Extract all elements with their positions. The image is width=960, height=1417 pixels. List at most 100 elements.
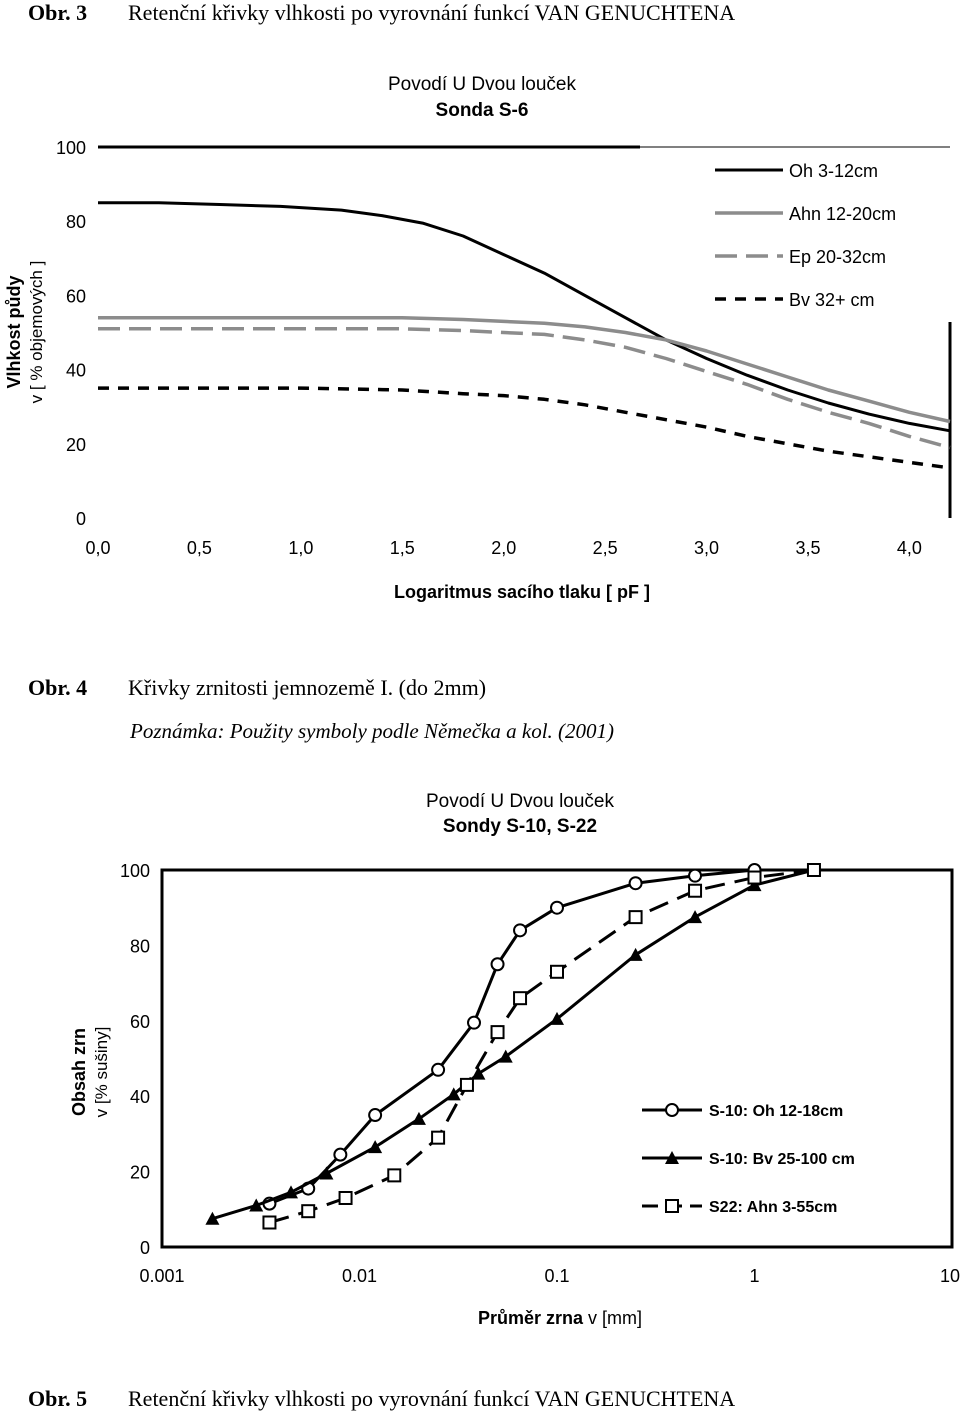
chart2-data-point	[301, 1204, 316, 1219]
chart1-legend-label: Ahn 12-20cm	[789, 204, 896, 224]
chart2-data-point	[368, 1108, 383, 1123]
chart2-xtick-label: 0.001	[139, 1266, 184, 1286]
chart1-series-line-3	[98, 327, 951, 450]
chart2-y-axis-unit: v [% sušiny]	[92, 1027, 111, 1118]
chart1-series-line-1	[98, 201, 951, 433]
chart2-data-point	[688, 883, 703, 898]
chart1-ytick-label: 80	[66, 212, 86, 232]
chart2-xtick-label: 0.1	[544, 1266, 569, 1286]
chart1-y-axis-label: Vlhkost půdy	[4, 275, 24, 388]
chart2-data-point	[628, 910, 643, 925]
chart2-y-axis-label: Obsah zrn	[69, 1028, 89, 1116]
caption-obr5: Obr. 5 Retenční křivky vlhkosti po vyrov…	[28, 1386, 928, 1414]
chart2-data-point	[467, 1015, 482, 1030]
chart2-data-point	[513, 923, 528, 938]
chart2-xtick-label: 0.01	[342, 1266, 377, 1286]
chart2-legend-label: S22: Ahn 3-55cm	[709, 1199, 837, 1216]
chart2-title: Povodí U Dvou louček	[426, 791, 614, 812]
caption-obr4-number: Obr. 4	[28, 675, 88, 700]
caption-obr3-number: Obr. 3	[28, 0, 88, 25]
chart1-legend-label: Ep 20-32cm	[789, 247, 886, 267]
chart2-xtick-label: 10	[940, 1266, 960, 1286]
chart2-data-point	[550, 900, 564, 915]
chart2-data-point	[490, 1025, 505, 1040]
chart1-title: Povodí U Dvou louček	[388, 74, 576, 95]
caption-obr4-note: Poznámka: Použity symboly podle Němečka …	[130, 719, 615, 743]
caption-obr5-text: Retenční křivky vlhkosti po vyrovnání fu…	[128, 1386, 736, 1411]
chart2-series-line-3	[269, 868, 815, 1224]
chart1-xtick-label: 3,0	[694, 538, 719, 558]
caption-obr5-number: Obr. 5	[28, 1386, 88, 1411]
retention-curve-chart: Povodí U Dvou louček Sonda S-6 0 20 40 60 80 10…	[4, 74, 952, 602]
chart1-series-line-4	[98, 386, 951, 470]
chart2-data-point	[628, 947, 643, 961]
chart2-data-point	[205, 1211, 220, 1225]
chart1-series-line-2	[98, 315, 951, 424]
chart2-data-point	[431, 1130, 446, 1145]
chart2-ytick-label: 20	[130, 1163, 150, 1183]
chart1-xtick-label: 0,5	[187, 538, 212, 558]
chart2-data-point	[411, 1111, 426, 1125]
chart2-data-point	[446, 1087, 461, 1101]
chart2-data-point	[747, 878, 762, 892]
chart1-ytick-label: 100	[56, 138, 86, 158]
chart1-x-axis-label: Logaritmus sacího tlaku [ pF ]	[394, 582, 650, 602]
chart1-legend-label: Bv 32+ cm	[789, 290, 875, 310]
caption-obr4: Obr. 4 Křivky zrnitosti jemnozemě I. (do…	[28, 675, 928, 703]
chart2-data-point	[747, 870, 762, 885]
chart2-data-point	[338, 1190, 353, 1205]
chart2-ytick-label: 40	[130, 1087, 150, 1107]
chart2-ytick-label: 80	[130, 936, 150, 956]
chart2-data-point	[284, 1185, 299, 1199]
chart2-xtick-label: 1	[749, 1266, 759, 1286]
chart1-ytick-label: 60	[66, 286, 86, 306]
chart2-data-point	[550, 1011, 564, 1025]
chart2-data-point	[550, 964, 564, 979]
chart2-legend-label: S-10: Bv 25-100 cm	[709, 1151, 855, 1168]
chart2-data-point	[319, 1166, 334, 1180]
chart1-xtick-label: 4,0	[897, 538, 922, 558]
chart1-xtick-label: 2,0	[491, 538, 516, 558]
chart2-data-point	[262, 1215, 277, 1230]
chart2-data-point	[688, 868, 703, 883]
chart2-data-point	[431, 1062, 446, 1077]
chart2-series-line-1	[268, 868, 755, 1205]
chart2-data-point	[806, 863, 821, 877]
chart2-data-point	[368, 1140, 383, 1154]
chart2-x-axis-label: Průměr zrna v [mm]	[478, 1308, 642, 1328]
grain-size-chart: Povodí U Dvou louček Sondy S-10, S-22 0 20 4…	[69, 791, 960, 1328]
chart1-xtick-label: 2,5	[593, 538, 618, 558]
chart2-data-point	[628, 876, 643, 891]
chart1-ytick-label: 20	[66, 435, 86, 455]
chart2-legend-label: S-10: Oh 12-18cm	[709, 1103, 843, 1120]
chart2-x-axis-label-main: Průměr zrna	[478, 1308, 588, 1328]
chart1-xtick-label: 0,0	[85, 538, 110, 558]
chart1-xtick-label: 1,5	[390, 538, 415, 558]
chart2-legend-marker	[665, 1151, 679, 1164]
caption-obr3: Obr. 3 Retenční křivky vlhkosti po vyrov…	[28, 0, 928, 28]
chart2-data-point	[333, 1147, 348, 1162]
chart2-subtitle: Sondy S-10, S-22	[443, 816, 597, 837]
chart2-data-point	[249, 1198, 264, 1212]
chart2-data-point	[471, 1066, 486, 1080]
chart2-ytick-label: 60	[130, 1012, 150, 1032]
chart2-ytick-label: 0	[140, 1238, 150, 1258]
chart1-y-axis-unit: v [ % objemových ]	[27, 261, 46, 404]
chart2-legend-marker	[665, 1103, 679, 1117]
chart2-data-point	[387, 1168, 402, 1183]
chart2-data-point	[498, 1049, 513, 1063]
chart1-ytick-label: 0	[76, 509, 86, 529]
chart2-legend-marker	[665, 1199, 679, 1213]
chart1-legend-label: Oh 3-12cm	[789, 161, 878, 181]
chart1-xtick-label: 3,5	[795, 538, 820, 558]
chart2-data-point	[688, 910, 703, 924]
chart2-plot-border	[160, 868, 954, 1249]
caption-obr3-text: Retenční křivky vlhkosti po vyrovnání fu…	[128, 0, 736, 25]
chart2-data-point	[490, 957, 505, 972]
caption-obr4-text: Křivky zrnitosti jemnozemě I. (do 2mm)	[128, 675, 487, 700]
chart2-x-axis-label-unit: v [mm]	[588, 1308, 642, 1328]
chart1-subtitle: Sonda S-6	[436, 100, 529, 121]
chart2-data-point	[459, 1077, 474, 1092]
chart1-ytick-label: 40	[66, 361, 86, 381]
chart1-xtick-label: 1,0	[288, 538, 313, 558]
